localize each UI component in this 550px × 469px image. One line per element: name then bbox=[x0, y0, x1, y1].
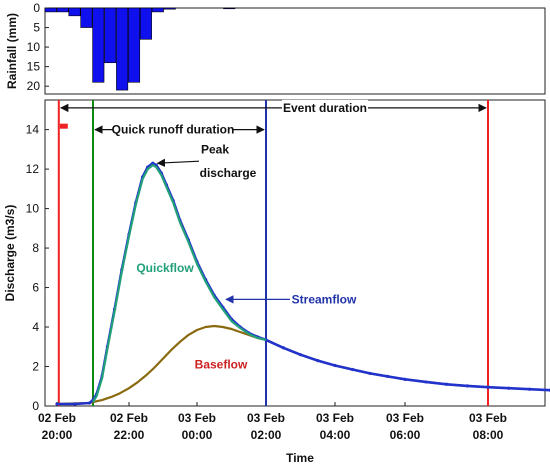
discharge-tick-label: 6 bbox=[32, 281, 39, 295]
streamflow-point bbox=[444, 382, 449, 386]
discharge-tick-label: 12 bbox=[26, 162, 40, 176]
time-tick-hour: 02:00 bbox=[251, 428, 282, 442]
time-tick-hour: 04:00 bbox=[320, 428, 351, 442]
rainfall-tick-label: 0 bbox=[33, 1, 40, 15]
rainfall-tick-label: 20 bbox=[27, 79, 41, 93]
time-tick-date: 03 Feb bbox=[178, 411, 216, 425]
rainfall-tick-label: 15 bbox=[27, 60, 41, 74]
time-tick-hour: 06:00 bbox=[390, 428, 421, 442]
rainfall-tick-label: 5 bbox=[33, 21, 40, 35]
streamflow-point bbox=[385, 374, 390, 378]
rainfall-bar bbox=[92, 7, 105, 83]
streamflow-label: Streamflow bbox=[292, 292, 357, 306]
streamflow-point bbox=[151, 161, 155, 165]
discharge-tick-label: 8 bbox=[32, 241, 39, 255]
discharge-tick-label: 0 bbox=[32, 399, 39, 413]
rainfall-bar bbox=[80, 7, 93, 28]
rainfall-bar bbox=[223, 7, 236, 10]
streamflow-point bbox=[465, 384, 469, 388]
time-tick-hour: 00:00 bbox=[182, 428, 213, 442]
streamflow-point bbox=[368, 371, 372, 376]
discharge-panel: 0 2 4 6 8 10 12 14 02 Feb 20:00 02 Feb 22:00 03 Feb 0… bbox=[3, 99, 550, 465]
baseflow-label: Baseflow bbox=[195, 357, 248, 371]
rainfall-panel: 0 5 10 15 20 Rainfall (mm) bbox=[5, 1, 546, 95]
rainfall-bar bbox=[104, 7, 117, 64]
streamflow-point bbox=[424, 380, 428, 384]
discharge-tick-label: 4 bbox=[32, 320, 39, 334]
discharge-tick-label: 14 bbox=[26, 123, 40, 137]
discharge-tick-label: 2 bbox=[32, 360, 39, 374]
rainfall-bar bbox=[44, 7, 57, 13]
time-tick-date: 02 Feb bbox=[38, 411, 76, 425]
rainfall-bar bbox=[116, 7, 129, 91]
quick-runoff-label-bg bbox=[113, 121, 233, 138]
series-line-quickflow bbox=[92, 164, 267, 403]
streamflow-point bbox=[333, 363, 337, 368]
rainfall-bar bbox=[163, 7, 176, 10]
streamflow-point bbox=[486, 385, 490, 389]
streamflow-point bbox=[281, 346, 285, 350]
streamflow-point bbox=[87, 401, 91, 405]
time-axis-label: Time bbox=[286, 451, 314, 465]
streamflow-point bbox=[350, 367, 355, 372]
rainfall-bar bbox=[56, 7, 69, 13]
time-tick-date: 03 Feb bbox=[316, 411, 354, 425]
streamflow-point bbox=[298, 353, 303, 357]
streamflow-point bbox=[507, 386, 511, 390]
rainfall-bar bbox=[151, 7, 164, 13]
peak-arrow bbox=[156, 158, 200, 168]
peak-label-line1: Peak bbox=[201, 142, 229, 156]
streamflow-point bbox=[73, 402, 77, 406]
streamflow-point bbox=[527, 387, 532, 391]
rainfall-axis-label: Rainfall (mm) bbox=[5, 13, 19, 89]
quickflow-label: Quickflow bbox=[136, 261, 194, 275]
streamflow-point bbox=[55, 402, 59, 406]
quick-runoff-label: Quick runoff duration bbox=[112, 123, 235, 137]
time-tick-date: 03 Feb bbox=[247, 411, 285, 425]
rainfall-tick-label: 10 bbox=[27, 40, 41, 54]
event-start-marker bbox=[59, 123, 68, 129]
time-tick-hour: 20:00 bbox=[42, 428, 73, 442]
rainfall-bar bbox=[68, 7, 81, 17]
event-duration-label: Event duration bbox=[283, 101, 367, 115]
rainfall-bar bbox=[139, 7, 152, 40]
streamflow-point bbox=[316, 358, 320, 363]
discharge-axis-label: Discharge (m3/s) bbox=[3, 205, 17, 302]
time-tick-date: 02 Feb bbox=[110, 411, 148, 425]
time-tick-date: 03 Feb bbox=[386, 411, 424, 425]
discharge-plot-frame bbox=[44, 99, 546, 407]
rainfall-bar bbox=[128, 7, 141, 83]
event-duration-label-bg bbox=[282, 99, 368, 116]
time-tick-date: 03 Feb bbox=[469, 411, 507, 425]
peak-label-line2: discharge bbox=[200, 166, 257, 180]
time-tick-hour: 08:00 bbox=[473, 428, 504, 442]
discharge-tick-label: 10 bbox=[26, 202, 40, 216]
streamflow-point bbox=[403, 377, 407, 381]
time-tick-hour: 22:00 bbox=[114, 428, 145, 442]
